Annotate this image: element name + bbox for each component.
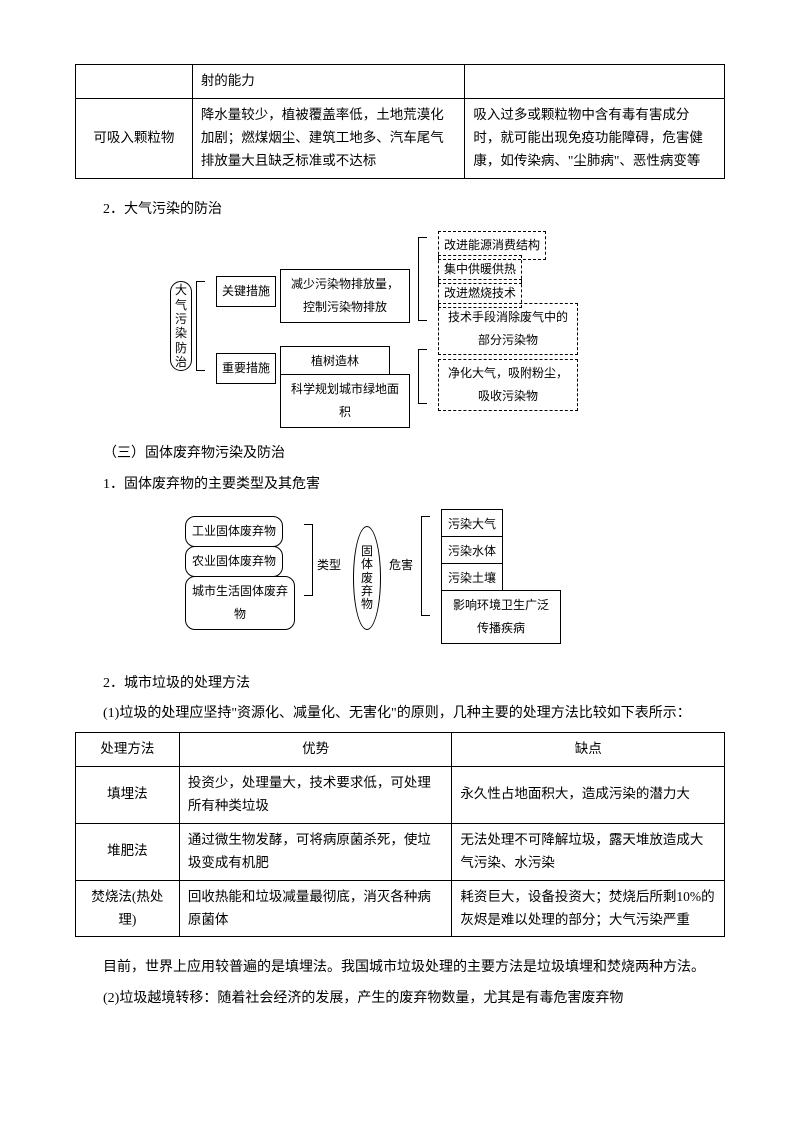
table-row: 射的能力 <box>76 65 725 99</box>
node-reduce: 减少污染物排放量，控制污染物排放 <box>280 269 410 323</box>
node-important: 重要措施 <box>216 353 276 384</box>
node-urban: 城市生活固体废弃物 <box>185 576 295 630</box>
heading-solid-waste-types: 1．固体废弃物的主要类型及其危害 <box>75 472 725 499</box>
diagram-air-pollution: 大气污染防治 关键措施 重要措施 减少污染物排放量，控制污染物排放 植树造林 科… <box>75 231 725 427</box>
cell: 降水量较少，植被覆盖率低，土地荒漠化加剧；燃煤烟尘、建筑工地多、汽车尾气排放量大… <box>192 98 465 178</box>
table-row: 处理方法 优势 缺点 <box>76 732 725 766</box>
cell: 投资少，处理量大，技术要求低，可处理所有种类垃圾 <box>179 766 452 823</box>
th: 缺点 <box>452 732 725 766</box>
cell: 堆肥法 <box>76 823 180 880</box>
table-row: 焚烧法(热处理) 回收热能和垃圾减量最彻底，消灭各种病原菌体 耗资巨大，设备投资… <box>76 880 725 937</box>
cell: 射的能力 <box>192 65 465 99</box>
cell: 吸入过多或颗粒物中含有毒有害成分时，就可能出现免疫功能障碍，危害健康，如传染病、… <box>465 98 725 178</box>
table-top: 射的能力 可吸入颗粒物 降水量较少，植被覆盖率低，土地荒漠化加剧；燃煤烟尘、建筑… <box>75 64 725 179</box>
brace-icon <box>418 237 428 321</box>
heading-garbage-methods: 2．城市垃圾的处理方法 <box>75 671 725 698</box>
label-type: 类型 <box>317 554 341 577</box>
node-tech: 技术手段消除废气中的部分污染物 <box>438 303 578 355</box>
cell: 回收热能和垃圾减量最彻底，消灭各种病原菌体 <box>179 880 452 937</box>
node-tree: 植树造林 <box>280 346 390 377</box>
para-cross-border: (2)垃圾越境转移：随着社会经济的发展，产生的废弃物数量，尤其是有毒危害废弃物 <box>75 986 725 1013</box>
brace-icon <box>421 516 431 616</box>
para-principle: (1)垃圾的处理应坚持"资源化、减量化、无害化"的原则，几种主要的处理方法比较如… <box>75 701 725 728</box>
cell <box>465 65 725 99</box>
node-key: 关键措施 <box>216 276 276 307</box>
table-row: 可吸入颗粒物 降水量较少，植被覆盖率低，土地荒漠化加剧；燃煤烟尘、建筑工地多、汽… <box>76 98 725 178</box>
heading-solid-waste: （三）固体废弃物污染及防治 <box>75 441 725 468</box>
heading-air-pollution: 2．大气污染的防治 <box>75 197 725 224</box>
table-garbage: 处理方法 优势 缺点 填埋法 投资少，处理量大，技术要求低，可处理所有种类垃圾 … <box>75 732 725 938</box>
table-row: 堆肥法 通过微生物发酵，可将病原菌杀死，使垃圾变成有机肥 无法处理不可降解垃圾，… <box>76 823 725 880</box>
th: 处理方法 <box>76 732 180 766</box>
brace-icon <box>196 281 206 371</box>
node-industrial: 工业固体废弃物 <box>185 516 283 547</box>
cell: 耗资巨大，设备投资大；焚烧后所剩10%的灰烬是难以处理的部分；大气污染严重 <box>452 880 725 937</box>
cell <box>76 65 193 99</box>
node-root: 大气污染防治 <box>170 281 192 371</box>
label-hazard: 危害 <box>389 554 413 577</box>
node-solid-waste: 固体废弃物 <box>353 526 381 630</box>
para-current: 目前，世界上应用较普遍的是填埋法。我国城市垃圾处理的主要方法是垃圾填埋和焚烧两种… <box>75 955 725 982</box>
node-health: 影响环境卫生广泛传播疾病 <box>441 590 561 644</box>
th: 优势 <box>179 732 452 766</box>
node-purify: 净化大气，吸附粉尘，吸收污染物 <box>438 359 578 411</box>
brace-icon <box>418 349 428 404</box>
table-row: 填埋法 投资少，处理量大，技术要求低，可处理所有种类垃圾 永久性占地面积大，造成… <box>76 766 725 823</box>
node-agri: 农业固体废弃物 <box>185 546 283 577</box>
cell: 填埋法 <box>76 766 180 823</box>
cell: 焚烧法(热处理) <box>76 880 180 937</box>
cell: 通过微生物发酵，可将病原菌杀死，使垃圾变成有机肥 <box>179 823 452 880</box>
node-plan: 科学规划城市绿地面积 <box>280 374 410 428</box>
cell: 无法处理不可降解垃圾，露天堆放造成大气污染、水污染 <box>452 823 725 880</box>
cell: 可吸入颗粒物 <box>76 98 193 178</box>
diagram-solid-waste: 工业固体废弃物 农业固体废弃物 城市生活固体废弃物 类型 固体废弃物 危害 污染… <box>75 506 725 657</box>
brace-icon <box>303 524 313 596</box>
cell: 永久性占地面积大，造成污染的潜力大 <box>452 766 725 823</box>
